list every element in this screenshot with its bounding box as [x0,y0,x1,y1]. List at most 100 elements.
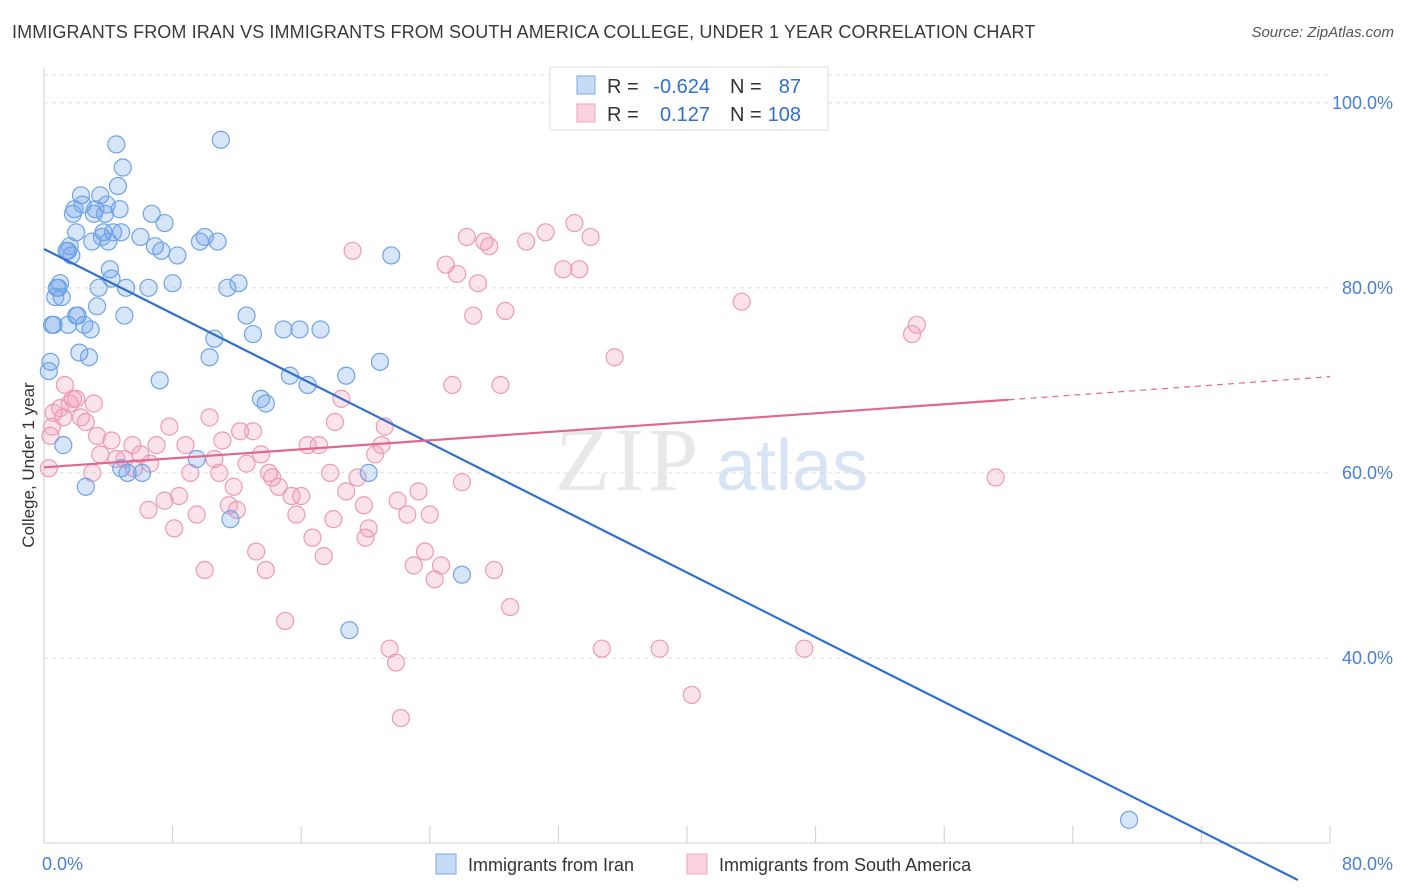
iran-point-83 [112,459,131,478]
iran-point-79 [452,565,472,584]
sa-point-7 [67,389,86,408]
sa-point-20 [155,491,174,510]
sa-point-27 [195,560,214,580]
sa-point-104 [388,491,407,510]
iran-point-8 [52,287,71,307]
sa-point-73 [448,264,467,284]
iran-point-36 [100,260,120,279]
chart-title: IMMIGRANTS FROM IRAN VS IMMIGRANTS FROM … [12,22,1036,42]
iran-point-1 [41,352,60,371]
sa-point-96 [902,324,922,344]
iran-point-18 [70,343,89,362]
sa-point-11 [87,426,107,445]
sa-point-9 [76,412,95,432]
iran-point-72 [290,320,309,339]
iran-point-47 [131,227,150,247]
sa-point-76 [464,306,483,325]
x-tick-labels: 0.0% 80.0% [42,854,1393,874]
legend: Immigrants from Iran Immigrants from Sou… [435,853,972,875]
sa-point-108 [356,528,375,547]
legend-label-sa: Immigrants from South America [719,855,972,875]
iran-point-24 [81,320,100,339]
sa-point-4 [55,375,74,395]
sa-point-94 [732,292,751,311]
iran-point-13 [62,246,81,265]
sa-point-54 [343,241,362,260]
iran-point-53 [155,213,174,233]
sa-point-30 [210,463,229,482]
sa-point-45 [292,486,311,506]
sa-point-48 [309,436,328,455]
sa-point-42 [276,611,295,631]
stats-iran-r-value: -0.624 [653,76,710,98]
sa-point-82 [496,301,515,321]
y-tick-label-3: 100.0% [1332,93,1393,113]
sa-point-86 [554,260,573,279]
iran-point-65 [229,274,248,293]
sa-point-72 [443,375,462,395]
iran-point-44 [115,306,134,325]
iran-point-54 [163,274,182,293]
sa-point-75 [457,227,476,247]
sa-point-102 [227,500,246,519]
sa-point-36 [243,422,263,441]
sa-point-28 [200,408,219,427]
iran-point-16 [67,223,86,242]
y-tick-label-2: 80.0% [1342,278,1393,298]
sa-point-44 [287,505,306,524]
iran-point-78 [382,246,401,265]
stats-iran-r-label: R = [607,76,639,98]
sa-point-91 [605,348,624,367]
stats-sa-r-label: R = [607,104,639,126]
sa-point-84 [517,232,536,251]
sa-point-98 [986,468,1005,487]
iran-point-37 [102,269,121,288]
sa-point-49 [314,547,333,566]
sa-point-65 [404,556,423,575]
sa-point-90 [592,639,611,658]
sa-point-81 [491,375,510,395]
sa-point-56 [354,496,373,515]
iran-point-30 [91,186,110,205]
sa-point-93 [682,685,701,705]
sa-point-103 [324,510,343,529]
axes [43,68,1331,844]
grid [44,74,1330,659]
y-tick-labels: 40.0% 60.0% 80.0% 100.0% [1332,93,1393,668]
iran-point-70 [274,320,293,339]
watermark: ZIP atlas [555,411,868,510]
sa-point-0 [41,426,60,445]
iran-point-23 [79,348,99,367]
iran-point-28 [87,297,107,316]
iran-point-19 [71,186,91,205]
stats-swatch-sa [576,103,596,123]
sa-point-107 [259,463,279,482]
legend-label-iran: Immigrants from Iran [468,855,634,875]
trend-lines [43,247,1331,881]
iran-point-84 [132,463,152,482]
sa-point-58 [366,445,385,464]
sa-point-41 [269,477,288,496]
iran-point-81 [1119,810,1139,829]
stats-box-frame [549,66,829,131]
sa-point-22 [165,519,184,538]
sa-point-26 [187,505,206,524]
stats-sa-n-label: N = [730,104,762,126]
sa-point-97 [907,315,926,334]
legend-swatch-sa [686,853,708,875]
sa-point-95 [795,639,814,658]
iran-point-55 [168,246,187,265]
x-tick-label-1: 80.0% [1342,854,1393,874]
sa-point-88 [570,260,589,279]
sa-point-50 [321,463,340,482]
legend-swatch-iran [435,853,457,875]
sa-point-87 [565,213,584,233]
sa-point-99 [39,459,58,478]
y-tick-label-0: 40.0% [1342,648,1393,668]
iran-point-52 [152,241,171,260]
iran-trend-line [43,247,1299,881]
iran-point-64 [221,510,240,529]
sa-point-106 [139,500,158,519]
sa-point-77 [468,274,488,293]
iran-point-59 [200,348,219,367]
